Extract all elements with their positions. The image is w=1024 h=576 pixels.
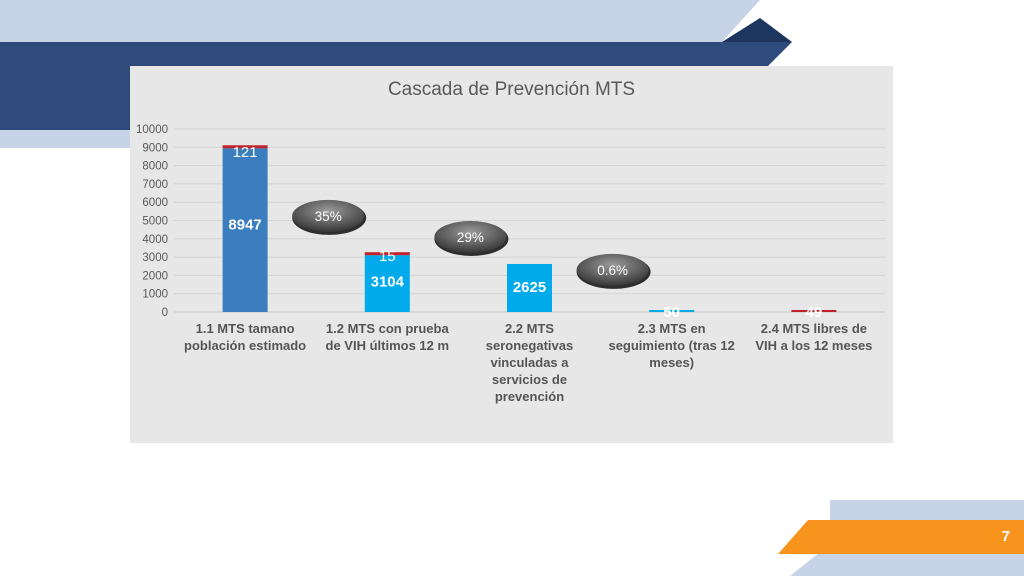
y-tick-label: 7000 xyxy=(142,179,168,191)
y-tick-label: 2000 xyxy=(142,270,168,282)
bar-chart: Cascada de Prevención MTS 0 1000 2000 3000 40… xyxy=(136,79,885,321)
y-tick-label: 9000 xyxy=(142,142,168,154)
category-label-line: VIH a los 12 meses xyxy=(755,338,873,353)
y-tick-label: 0 xyxy=(162,307,168,319)
bar xyxy=(222,148,268,312)
annotation-ellipse xyxy=(434,220,507,253)
page-number: 7 xyxy=(1001,528,1010,545)
top-navy-tip xyxy=(722,18,792,42)
annotation-label: 0.6% xyxy=(597,263,628,278)
category-label-line: población estimado xyxy=(184,338,307,353)
category-label: 2.3 MTS en seguimiento (tras 12 meses) xyxy=(601,320,743,371)
bar-top-segment xyxy=(222,145,268,149)
annotation-ellipse xyxy=(292,199,365,232)
y-tick-label: 6000 xyxy=(142,197,168,209)
annotation-ellipse xyxy=(576,253,649,286)
category-label: 2.2 MTS seronegativas vinculadas a servicio… xyxy=(459,320,601,405)
top-navy-band xyxy=(0,42,792,130)
category-label: 2.4 MTS libres de VIH a los 12 meses xyxy=(743,320,885,354)
category-label-line: de VIH últimos 12 m xyxy=(325,338,450,353)
bar xyxy=(364,255,410,312)
category-label-line: prevención xyxy=(494,389,565,404)
bar xyxy=(791,310,837,312)
left-light-band xyxy=(0,130,130,148)
data-label: 3104 xyxy=(371,273,405,290)
data-label-top: 121 xyxy=(233,144,258,161)
category-label-line: 2.2 MTS xyxy=(504,321,555,336)
category-label-line: vinculadas a xyxy=(490,355,569,370)
annotation-label: 35% xyxy=(315,209,342,224)
data-label-top: 15 xyxy=(379,248,396,265)
category-label-line: seronegativas xyxy=(485,338,574,353)
y-tick-label: 5000 xyxy=(142,216,168,228)
y-tick-label: 8000 xyxy=(142,161,168,173)
category-label-line: seguimiento (tras 12 xyxy=(608,338,735,353)
y-tick-label: 10000 xyxy=(136,124,168,136)
y-tick-label: 1000 xyxy=(142,289,168,301)
bar-top-segment xyxy=(364,252,410,256)
data-label: 50 xyxy=(663,304,680,321)
y-tick-label: 3000 xyxy=(142,252,168,264)
data-label: 2625 xyxy=(513,279,546,296)
bar xyxy=(507,263,552,312)
y-tick-label: 4000 xyxy=(142,234,168,246)
chart-title: Cascada de Prevención MTS xyxy=(388,79,635,100)
data-label: 49 xyxy=(806,304,823,321)
category-label: 1.2 MTS con prueba de VIH últimos 12 m xyxy=(316,320,458,354)
category-label: 1.1 MTS tamano población estimado xyxy=(174,320,316,354)
category-label-line: 2.3 MTS en xyxy=(637,321,706,336)
category-label-line: 2.4 MTS libres de xyxy=(760,321,867,336)
annotation-label: 29% xyxy=(457,230,484,245)
bottom-orange-band xyxy=(778,520,1024,554)
category-label-line: 1.1 MTS tamano xyxy=(195,321,295,336)
category-label-line: 1.2 MTS con prueba xyxy=(325,321,449,336)
bottom-decoration xyxy=(778,500,1024,576)
chart-panel: Cascada de Prevención MTS 0 1000 2000 3000 40… xyxy=(130,66,893,443)
category-label-line: meses) xyxy=(649,355,695,370)
bar xyxy=(649,310,695,312)
top-decoration xyxy=(0,0,792,148)
top-light-band xyxy=(0,0,760,42)
data-label: 8947 xyxy=(228,217,261,234)
category-label-line: servicios de xyxy=(491,372,568,387)
